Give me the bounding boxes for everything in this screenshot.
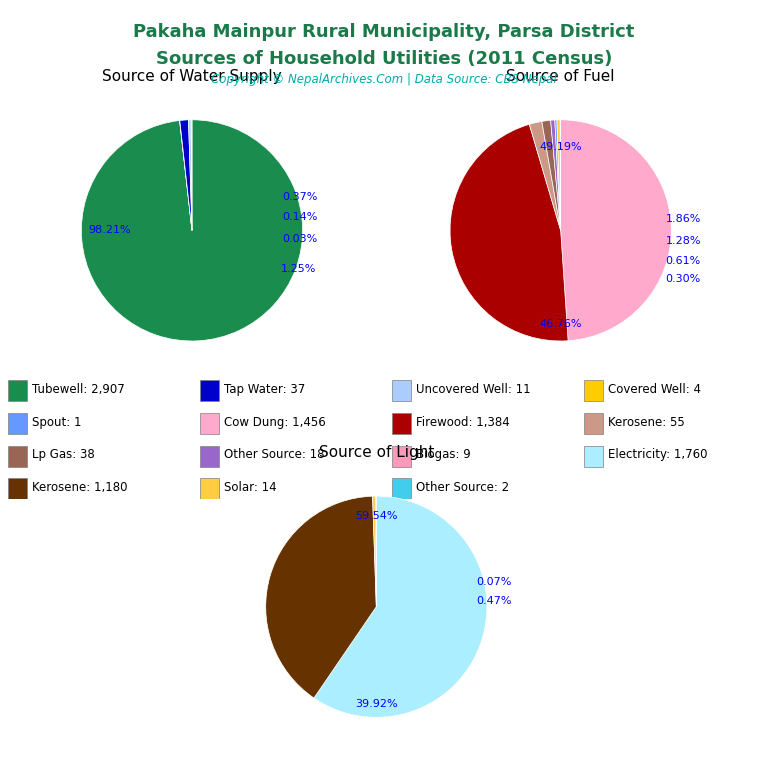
Wedge shape — [188, 120, 192, 230]
Wedge shape — [266, 496, 376, 698]
Text: Pakaha Mainpur Rural Municipality, Parsa District: Pakaha Mainpur Rural Municipality, Parsa… — [134, 23, 634, 41]
Wedge shape — [561, 120, 671, 341]
FancyBboxPatch shape — [200, 380, 219, 401]
Text: 39.92%: 39.92% — [355, 699, 398, 709]
FancyBboxPatch shape — [584, 413, 603, 434]
Text: 1.86%: 1.86% — [666, 214, 701, 224]
Text: Other Source: 18: Other Source: 18 — [224, 449, 325, 462]
Text: Spout: 1: Spout: 1 — [32, 415, 81, 429]
Text: Tubewell: 2,907: Tubewell: 2,907 — [32, 383, 125, 396]
Wedge shape — [551, 120, 561, 230]
FancyBboxPatch shape — [584, 445, 603, 467]
Text: 0.03%: 0.03% — [283, 234, 318, 244]
Text: 0.37%: 0.37% — [283, 192, 318, 202]
FancyBboxPatch shape — [392, 380, 411, 401]
Text: Copyright © NepalArchives.Com | Data Source: CBS Nepal: Copyright © NepalArchives.Com | Data Sou… — [211, 73, 557, 86]
Text: Cow Dung: 1,456: Cow Dung: 1,456 — [224, 415, 326, 429]
FancyBboxPatch shape — [392, 413, 411, 434]
Text: 46.76%: 46.76% — [539, 319, 582, 329]
Text: Other Source: 2: Other Source: 2 — [416, 481, 509, 494]
Text: 0.47%: 0.47% — [476, 596, 511, 606]
FancyBboxPatch shape — [8, 380, 27, 401]
Text: Electricity: 1,760: Electricity: 1,760 — [608, 449, 708, 462]
Text: Kerosene: 55: Kerosene: 55 — [608, 415, 685, 429]
Title: Source of Fuel: Source of Fuel — [506, 69, 615, 84]
Text: Covered Well: 4: Covered Well: 4 — [608, 383, 701, 396]
FancyBboxPatch shape — [584, 380, 603, 401]
FancyBboxPatch shape — [8, 413, 27, 434]
FancyBboxPatch shape — [8, 478, 27, 499]
Text: 98.21%: 98.21% — [88, 225, 131, 236]
Text: Sources of Household Utilities (2011 Census): Sources of Household Utilities (2011 Cen… — [156, 50, 612, 68]
Text: 1.28%: 1.28% — [666, 237, 701, 247]
Title: Source of Light: Source of Light — [319, 445, 434, 460]
Text: Firewood: 1,384: Firewood: 1,384 — [416, 415, 510, 429]
Wedge shape — [450, 124, 568, 341]
Text: 0.30%: 0.30% — [666, 274, 701, 284]
Wedge shape — [372, 496, 376, 607]
Text: 0.61%: 0.61% — [666, 257, 701, 266]
Wedge shape — [541, 121, 561, 230]
Wedge shape — [529, 121, 561, 230]
FancyBboxPatch shape — [392, 478, 411, 499]
Text: 59.54%: 59.54% — [355, 511, 398, 521]
FancyBboxPatch shape — [200, 478, 219, 499]
Text: Uncovered Well: 11: Uncovered Well: 11 — [416, 383, 531, 396]
Text: 1.25%: 1.25% — [280, 264, 316, 274]
FancyBboxPatch shape — [8, 445, 27, 467]
Text: Biogas: 9: Biogas: 9 — [416, 449, 471, 462]
Wedge shape — [180, 120, 192, 230]
Text: 0.14%: 0.14% — [283, 212, 318, 222]
Wedge shape — [557, 120, 561, 230]
Wedge shape — [191, 120, 192, 230]
Text: 49.19%: 49.19% — [539, 142, 582, 153]
Title: Source of Water Supply: Source of Water Supply — [102, 69, 282, 84]
FancyBboxPatch shape — [392, 445, 411, 467]
Wedge shape — [314, 496, 487, 717]
Text: 0.07%: 0.07% — [476, 578, 511, 588]
Wedge shape — [81, 120, 303, 341]
Wedge shape — [554, 120, 561, 230]
FancyBboxPatch shape — [200, 413, 219, 434]
Wedge shape — [180, 121, 192, 230]
FancyBboxPatch shape — [200, 445, 219, 467]
Text: Tap Water: 37: Tap Water: 37 — [224, 383, 306, 396]
Text: Lp Gas: 38: Lp Gas: 38 — [32, 449, 95, 462]
Text: Solar: 14: Solar: 14 — [224, 481, 277, 494]
Text: Kerosene: 1,180: Kerosene: 1,180 — [32, 481, 127, 494]
